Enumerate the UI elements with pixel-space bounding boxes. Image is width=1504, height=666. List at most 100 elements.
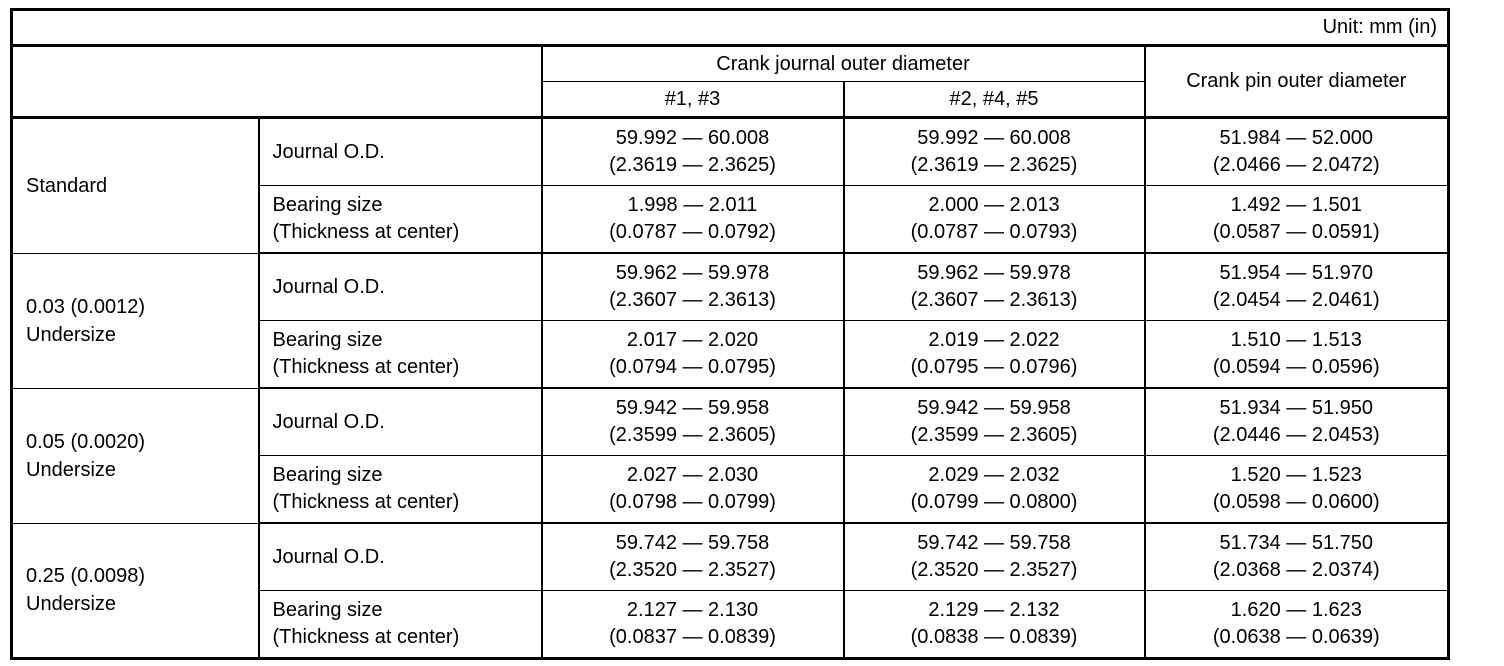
row-label-bearing-size: Bearing size (Thickness at center) — [257, 185, 543, 254]
row-u005-bearing-size: Bearing size (Thickness at center) 2.027… — [12, 455, 1450, 524]
cell-u005-journal-od-pin: 51.934 — 51.950 (2.0446 — 2.0453) — [1143, 388, 1450, 456]
unit-row: Unit: mm (in) — [10, 9, 1450, 47]
cell-standard-journal-od-pin: 51.984 — 52.000 (2.0466 — 2.0472) — [1143, 117, 1450, 186]
value-in: (2.3619 — 2.3625) — [609, 154, 776, 176]
value-in: (2.0466 — 2.0472) — [1212, 154, 1380, 176]
value-in: (0.0787 — 0.0792) — [609, 221, 776, 243]
cell-u025-journal-od-2-4-5: 59.742 — 59.758 (2.3520 — 2.3527) — [842, 523, 1146, 591]
crankshaft-spec-table: Unit: mm (in) Crank journal outer diamet… — [10, 8, 1451, 660]
cell-standard-bearing-pin: 1.492 — 1.501 (0.0587 — 0.0591) — [1143, 185, 1450, 254]
value-mm: 59.942 — 59.958 — [917, 397, 1071, 419]
row-label-journal-od: Journal O.D. — [257, 253, 543, 321]
cell-u003-journal-od-2-4-5: 59.962 — 59.978 (2.3607 — 2.3613) — [842, 253, 1146, 321]
value-in: (0.0787 — 0.0793) — [910, 221, 1078, 243]
value-in: (2.3520 — 2.3527) — [609, 559, 776, 581]
row-u003-bearing-size: Bearing size (Thickness at center) 2.017… — [12, 320, 1450, 389]
size-label-standard: Standard — [10, 117, 260, 254]
cell-u005-bearing-pin: 1.520 — 1.523 (0.0598 — 0.0600) — [1143, 455, 1450, 524]
header-crank-pin-od: Crank pin outer diameter — [1143, 45, 1450, 119]
value-in: (0.0799 — 0.0800) — [910, 491, 1078, 513]
value-mm: 1.520 — 1.523 — [1230, 464, 1362, 486]
value-mm: 51.984 — 52.000 — [1219, 127, 1373, 149]
header-empty-cell — [10, 45, 543, 119]
value-mm: 51.954 — 51.970 — [1219, 262, 1373, 284]
cell-u005-journal-od-2-4-5: 59.942 — 59.958 (2.3599 — 2.3605) — [842, 388, 1146, 456]
value-mm: 59.942 — 59.958 — [615, 397, 770, 419]
cell-standard-journal-od-1-3: 59.992 — 60.008 (2.3619 — 2.3625) — [540, 117, 845, 186]
value-in: (2.0368 — 2.0374) — [1212, 559, 1380, 581]
row-u025-bearing-size: Bearing size (Thickness at center) 2.127… — [12, 590, 1450, 660]
value-mm: 2.000 — 2.013 — [928, 194, 1060, 216]
cell-u003-bearing-2-4-5: 2.019 — 2.022 (0.0795 — 0.0796) — [842, 320, 1146, 389]
value-in: (0.0838 — 0.0839) — [910, 626, 1078, 648]
unit-label: Unit: mm (in) — [10, 9, 1450, 47]
header-journal-1-3: #1, #3 — [540, 81, 845, 119]
size-label-undersize-025: 0.25 (0.0098) Undersize — [10, 523, 260, 659]
header-crank-journal-od: Crank journal outer diameter — [540, 45, 1146, 82]
value-in: (2.3607 — 2.3613) — [910, 289, 1078, 311]
row-label-bearing-size: Bearing size (Thickness at center) — [257, 590, 543, 660]
header-journal-2-4-5: #2, #4, #5 — [842, 81, 1146, 119]
value-mm: 2.017 — 2.020 — [626, 329, 759, 351]
header-row-sub: #1, #3 #2, #4, #5 — [12, 81, 1449, 119]
value-in: (2.0446 — 2.0453) — [1212, 424, 1380, 446]
value-mm: 51.734 — 51.750 — [1219, 532, 1373, 554]
cell-u003-journal-od-1-3: 59.962 — 59.978 (2.3607 — 2.3613) — [540, 253, 845, 321]
row-label-journal-od: Journal O.D. — [257, 388, 543, 456]
cell-standard-journal-od-2-4-5: 59.992 — 60.008 (2.3619 — 2.3625) — [842, 117, 1146, 186]
value-in: (2.0454 — 2.0461) — [1212, 289, 1380, 311]
cell-u025-journal-od-pin: 51.734 — 51.750 (2.0368 — 2.0374) — [1143, 523, 1450, 591]
value-mm: 59.742 — 59.758 — [615, 532, 770, 554]
value-in: (0.0587 — 0.0591) — [1212, 221, 1380, 243]
cell-u025-journal-od-1-3: 59.742 — 59.758 (2.3520 — 2.3527) — [540, 523, 845, 591]
cell-u003-bearing-pin: 1.510 — 1.513 (0.0594 — 0.0596) — [1143, 320, 1450, 389]
value-mm: 1.492 — 1.501 — [1230, 194, 1362, 216]
value-in: (0.0594 — 0.0596) — [1212, 356, 1380, 378]
value-in: (2.3619 — 2.3625) — [910, 154, 1078, 176]
value-mm: 1.620 — 1.623 — [1230, 599, 1362, 621]
value-in: (0.0795 — 0.0796) — [910, 356, 1078, 378]
value-mm: 59.962 — 59.978 — [615, 262, 770, 284]
value-in: (2.3520 — 2.3527) — [910, 559, 1078, 581]
value-mm: 59.962 — 59.978 — [917, 262, 1071, 284]
value-mm: 2.019 — 2.022 — [928, 329, 1060, 351]
row-u003-journal-od: 0.03 (0.0012) Undersize Journal O.D. 59.… — [10, 253, 1450, 389]
cell-u005-bearing-2-4-5: 2.029 — 2.032 (0.0799 — 0.0800) — [842, 455, 1146, 524]
value-in: (0.0837 — 0.0839) — [609, 626, 776, 648]
cell-u003-journal-od-pin: 51.954 — 51.970 (2.0454 — 2.0461) — [1143, 253, 1450, 321]
row-standard-bearing-size: Bearing size (Thickness at center) 1.998… — [12, 185, 1450, 254]
size-label-undersize-005: 0.05 (0.0020) Undersize — [10, 388, 260, 524]
row-label-journal-od: Journal O.D. — [257, 117, 543, 186]
cell-u025-bearing-2-4-5: 2.129 — 2.132 (0.0838 — 0.0839) — [842, 590, 1146, 660]
cell-u005-journal-od-1-3: 59.942 — 59.958 (2.3599 — 2.3605) — [540, 388, 845, 456]
row-label-journal-od: Journal O.D. — [257, 523, 543, 591]
value-mm: 2.029 — 2.032 — [928, 464, 1060, 486]
value-mm: 1.510 — 1.513 — [1230, 329, 1362, 351]
size-label-undersize-003: 0.03 (0.0012) Undersize — [10, 253, 260, 389]
cell-u003-bearing-1-3: 2.017 — 2.020 (0.0794 — 0.0795) — [540, 320, 845, 389]
value-mm: 2.129 — 2.132 — [928, 599, 1060, 621]
value-mm: 51.934 — 51.950 — [1219, 397, 1373, 419]
cell-standard-bearing-2-4-5: 2.000 — 2.013 (0.0787 — 0.0793) — [842, 185, 1146, 254]
row-label-bearing-size: Bearing size (Thickness at center) — [257, 455, 543, 524]
value-mm: 1.998 — 2.011 — [627, 194, 758, 216]
value-in: (0.0638 — 0.0639) — [1212, 626, 1380, 648]
value-in: (2.3607 — 2.3613) — [609, 289, 776, 311]
value-mm: 2.027 — 2.030 — [626, 464, 759, 486]
value-in: (2.3599 — 2.3605) — [609, 424, 776, 446]
value-in: (0.0794 — 0.0795) — [609, 356, 776, 378]
row-label-bearing-size: Bearing size (Thickness at center) — [257, 320, 543, 389]
row-standard-journal-od: Standard Journal O.D. 59.992 — 60.008 (2… — [10, 117, 1450, 254]
cell-u005-bearing-1-3: 2.027 — 2.030 (0.0798 — 0.0799) — [540, 455, 845, 524]
value-in: (0.0598 — 0.0600) — [1212, 491, 1380, 513]
value-in: (2.3599 — 2.3605) — [910, 424, 1078, 446]
cell-standard-bearing-1-3: 1.998 — 2.011 (0.0787 — 0.0792) — [540, 185, 845, 254]
value-mm: 59.992 — 60.008 — [615, 127, 770, 149]
row-u005-journal-od: 0.05 (0.0020) Undersize Journal O.D. 59.… — [10, 388, 1450, 524]
header-row-top: Crank journal outer diameter Crank pin o… — [10, 45, 1450, 119]
cell-u025-bearing-pin: 1.620 — 1.623 (0.0638 — 0.0639) — [1143, 590, 1450, 660]
value-mm: 59.992 — 60.008 — [917, 127, 1071, 149]
cell-u025-bearing-1-3: 2.127 — 2.130 (0.0837 — 0.0839) — [540, 590, 845, 660]
value-in: (0.0798 — 0.0799) — [609, 491, 776, 513]
value-mm: 59.742 — 59.758 — [917, 532, 1071, 554]
